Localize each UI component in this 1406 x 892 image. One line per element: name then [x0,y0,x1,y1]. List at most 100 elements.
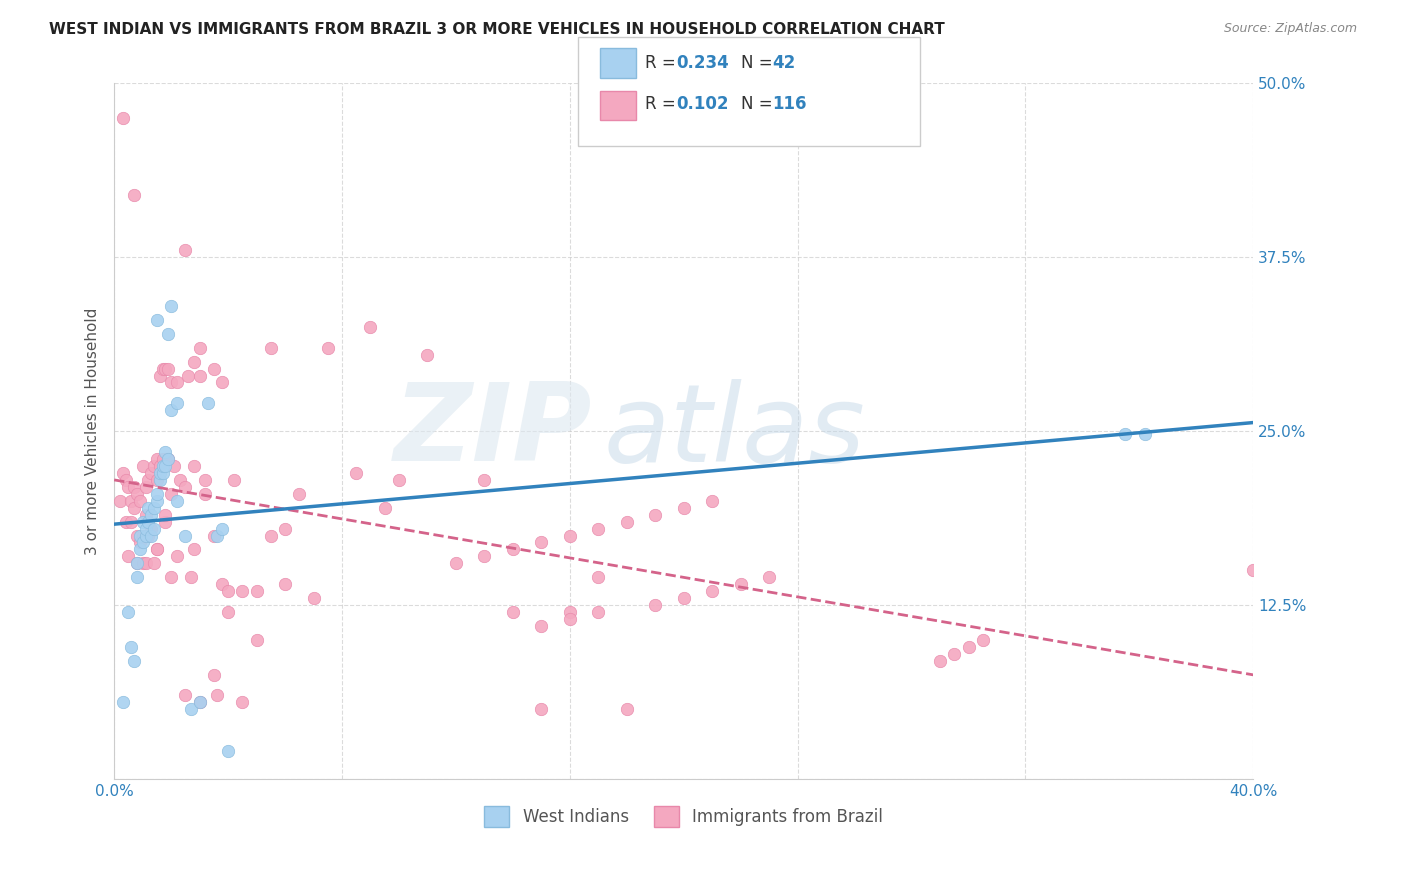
Point [111,112,134,126]
Point [702,493,724,508]
Point [141,528,163,542]
Point [122,500,145,515]
Point [183,354,205,368]
Point [155,508,177,522]
Point [131,535,153,549]
Point [146,487,169,501]
Text: N =: N = [741,54,778,72]
Point [108,493,131,508]
Point [149,466,172,480]
Point [188,695,211,709]
Point [128,528,150,542]
Point [120,493,142,508]
Point [211,577,233,591]
Point [205,689,228,703]
Point [644,508,666,522]
Point [160,487,183,501]
Point [530,619,553,633]
Point [125,557,148,571]
Point [274,577,297,591]
Point [166,549,188,564]
Point [274,522,297,536]
Point [128,542,150,557]
Point [160,570,183,584]
Point [174,480,197,494]
Point [160,299,183,313]
Point [143,500,166,515]
Point [202,528,225,542]
Y-axis label: 3 or more Vehicles in Household: 3 or more Vehicles in Household [86,308,100,555]
Point [155,445,177,459]
Point [174,528,197,542]
Point [134,522,156,536]
Point [302,591,325,606]
Point [730,577,752,591]
Point [152,361,174,376]
Text: N =: N = [741,95,778,113]
Point [125,487,148,501]
Point [188,341,211,355]
Point [943,647,966,661]
Point [360,319,382,334]
Point [122,187,145,202]
Point [125,557,148,571]
Point [202,667,225,681]
Point [588,605,610,619]
Point [146,542,169,557]
Point [134,480,156,494]
Point [125,570,148,584]
Point [120,640,142,654]
Point [146,542,169,557]
Point [211,376,233,390]
Point [125,528,148,542]
Point [588,522,610,536]
Point [211,522,233,536]
Point [530,535,553,549]
Point [388,473,411,487]
Point [260,341,283,355]
Point [146,493,169,508]
Point [152,452,174,467]
Point [146,452,169,467]
Point [245,584,267,599]
Point [474,549,496,564]
Point [558,605,581,619]
Point [217,605,239,619]
Point [157,326,180,341]
Point [157,452,180,467]
Point [758,570,780,584]
Point [122,654,145,668]
Point [474,473,496,487]
Point [1241,563,1264,577]
Point [177,368,200,383]
Point [166,396,188,410]
Text: 0.102: 0.102 [676,95,728,113]
Point [416,348,439,362]
Point [138,515,160,529]
Text: 116: 116 [772,95,807,113]
Point [205,528,228,542]
Point [163,458,186,473]
Point [644,598,666,612]
Point [344,466,367,480]
Point [616,515,638,529]
Text: R =: R = [645,95,682,113]
Point [166,493,188,508]
Point [149,368,172,383]
Point [134,508,156,522]
Point [160,376,183,390]
Point [155,361,177,376]
Point [157,361,180,376]
Text: R =: R = [645,54,682,72]
Point [134,528,156,542]
Point [231,584,253,599]
Point [702,584,724,599]
Point [929,654,952,668]
Point [558,612,581,626]
Point [114,473,136,487]
Point [672,500,695,515]
Point [502,542,524,557]
Point [180,570,202,584]
Point [131,557,153,571]
Text: WEST INDIAN VS IMMIGRANTS FROM BRAZIL 3 OR MORE VEHICLES IN HOUSEHOLD CORRELATIO: WEST INDIAN VS IMMIGRANTS FROM BRAZIL 3 … [49,22,945,37]
